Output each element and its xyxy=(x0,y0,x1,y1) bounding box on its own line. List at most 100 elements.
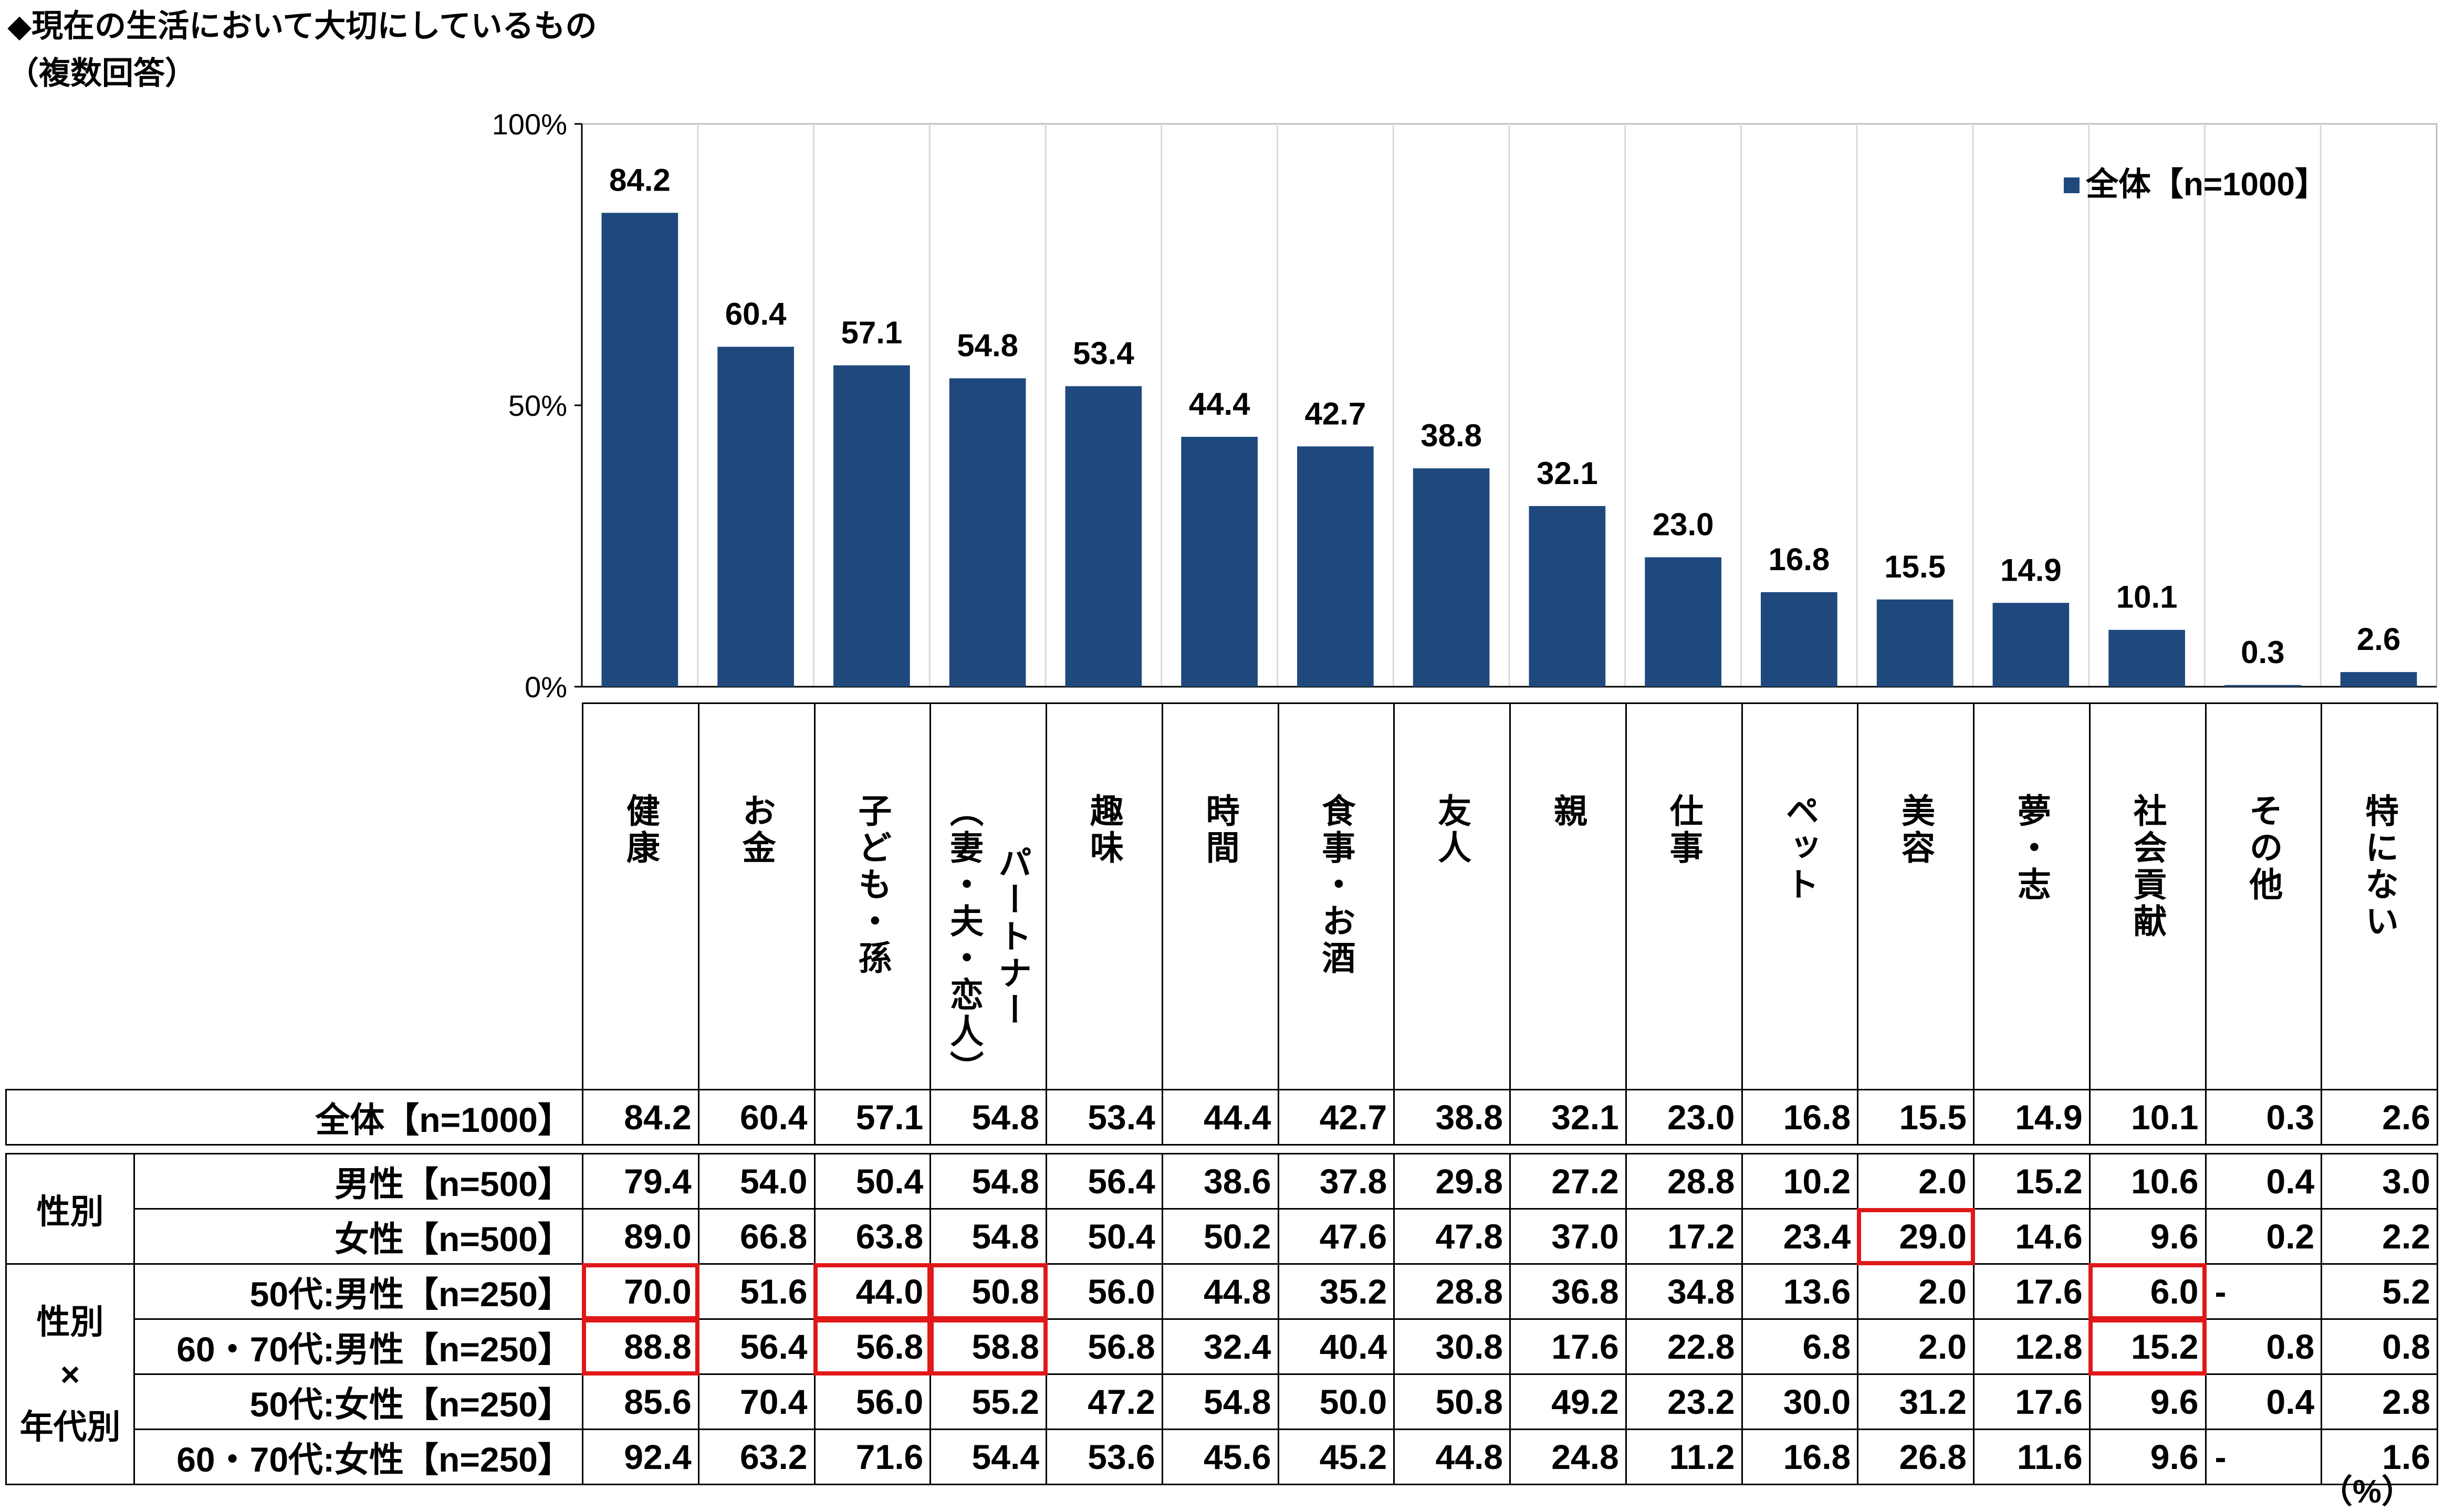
table-cell: 47.2 xyxy=(1046,1373,1163,1430)
table-cell: 0.3 xyxy=(2205,1089,2323,1146)
table-row: 全体【n=1000】 84.2 60.4 57.1 54.8 53.4 44.4 42.7 38… xyxy=(5,1089,2438,1146)
bar-10 xyxy=(1645,557,1721,687)
category-header: 仕事 xyxy=(1625,702,1743,1090)
data-label: 53.4 xyxy=(1073,336,1134,371)
table-cell: 14.9 xyxy=(1973,1089,2091,1146)
category-header: お金 xyxy=(697,702,816,1090)
table-cell: 34.8 xyxy=(1625,1263,1743,1320)
table-cell: 2.8 xyxy=(2321,1373,2438,1430)
table-cell: 45.6 xyxy=(1161,1429,1279,1485)
group-label-gender-age: 性別 × 年代別 xyxy=(5,1263,135,1485)
table-cell: 11.6 xyxy=(1973,1429,2091,1485)
table-cell: 10.6 xyxy=(2088,1153,2207,1210)
table-cell: 6.8 xyxy=(1741,1318,1859,1375)
table-cell: 0.8 xyxy=(2321,1318,2438,1375)
bar-1 xyxy=(601,213,678,687)
bar-13 xyxy=(1992,603,2070,687)
chart-subtitle: （複数回答） xyxy=(7,55,196,92)
group-label-line: 年代別 xyxy=(19,1408,121,1446)
table-cell: 70.4 xyxy=(697,1373,816,1430)
table-cell: 2.0 xyxy=(1857,1153,1975,1210)
category-header: パートナー（妻・夫・恋人） xyxy=(929,702,1047,1090)
table-cell: 63.8 xyxy=(813,1208,932,1265)
table-cell: 23.2 xyxy=(1625,1373,1743,1430)
table-cell: 32.1 xyxy=(1509,1089,1627,1146)
category-label: 夢・志 xyxy=(2012,793,2051,904)
category-label: その他 xyxy=(2244,793,2283,904)
row-label: 男性【n=500】 xyxy=(133,1153,583,1210)
chart-title: ◆現在の生活において大切にしているもの xyxy=(7,8,597,45)
table-cell: 3.0 xyxy=(2321,1153,2438,1210)
bar-7 xyxy=(1297,446,1374,687)
table-cell: 22.8 xyxy=(1625,1318,1743,1375)
table-cell: 27.2 xyxy=(1509,1153,1627,1210)
row-label: 50代:男性【n=250】 xyxy=(133,1263,583,1320)
category-header: 子ども・孫 xyxy=(813,702,932,1090)
table-cell: 30.0 xyxy=(1741,1373,1859,1430)
table-cell: 47.8 xyxy=(1393,1208,1511,1265)
group-label-line: 性別 xyxy=(36,1303,104,1341)
category-label: 美容 xyxy=(1897,793,1935,867)
table-cell: 79.4 xyxy=(582,1153,699,1210)
table-cell: 35.2 xyxy=(1277,1263,1395,1320)
table-cell: 55.2 xyxy=(929,1373,1047,1430)
category-label: 友人 xyxy=(1433,793,1471,867)
table-cell: 44.8 xyxy=(1161,1263,1279,1320)
table-cell: 9.6 xyxy=(2088,1208,2207,1265)
table-cell: 45.2 xyxy=(1277,1429,1395,1485)
bar-8 xyxy=(1413,468,1490,687)
bar-5 xyxy=(1065,386,1142,687)
table-cell: 15.2 xyxy=(2088,1318,2207,1376)
table-cell: 50.0 xyxy=(1277,1373,1395,1430)
bar-9 xyxy=(1529,506,1606,687)
data-label: 23.0 xyxy=(1653,507,1714,542)
category-header: その他 xyxy=(2205,702,2323,1090)
row-label: 全体【n=1000】 xyxy=(5,1089,583,1146)
bar-11 xyxy=(1761,592,1837,687)
table-cell: 17.6 xyxy=(1973,1373,2091,1430)
bar-14 xyxy=(2108,629,2185,687)
row-label: 60・70代:女性【n=250】 xyxy=(133,1429,583,1485)
table-row: 女性【n=500】 89.0 66.8 63.8 54.8 50.4 50.2 47.6 47.… xyxy=(6,1208,2438,1265)
table-cell: 37.0 xyxy=(1509,1208,1627,1265)
category-label: 健康 xyxy=(621,793,660,867)
table-cell: 10.2 xyxy=(1741,1153,1859,1210)
table-cell: 50.4 xyxy=(813,1153,932,1210)
table-cell: 17.6 xyxy=(1973,1263,2091,1320)
table-cell: 38.8 xyxy=(1393,1089,1511,1146)
table-cell: 54.0 xyxy=(697,1153,816,1210)
table-cell: 36.8 xyxy=(1509,1263,1627,1320)
table-row: 性別 男性【n=500】 79.4 54.0 50.4 54.8 56.4 38.6 37.8 2… xyxy=(5,1153,2438,1265)
table-cell: 54.8 xyxy=(929,1153,1047,1210)
table-cell: 14.6 xyxy=(1973,1208,2091,1265)
table-cell: 15.5 xyxy=(1857,1089,1975,1146)
table-cell: 29.8 xyxy=(1393,1153,1511,1210)
table-cell: 9.6 xyxy=(2088,1373,2207,1430)
table-cell: 28.8 xyxy=(1393,1263,1511,1320)
table-cell: 60.4 xyxy=(697,1089,816,1146)
category-label: 仕事 xyxy=(1665,793,1703,867)
table-cell: - xyxy=(2205,1263,2323,1320)
table-cell: 56.8 xyxy=(1046,1318,1163,1375)
table-cell: 56.4 xyxy=(697,1318,816,1375)
table-cell: 11.2 xyxy=(1625,1429,1743,1485)
table-cell: 17.6 xyxy=(1509,1318,1627,1375)
table-cell: 71.6 xyxy=(813,1429,932,1485)
category-header: 趣味 xyxy=(1046,702,1163,1090)
bar-12 xyxy=(1876,599,1953,687)
table-row: 性別 × 年代別 50代:男性【n=250】 70.0 51.6 44.0 50.8 56.0 4… xyxy=(5,1263,2438,1485)
data-label: 84.2 xyxy=(609,162,671,197)
table-cell: 54.4 xyxy=(929,1429,1047,1485)
table-row: 60・70代:女性【n=250】 92.4 63.2 71.6 54.4 53.6 45.6… xyxy=(6,1429,2438,1485)
table-cell: 89.0 xyxy=(582,1208,699,1265)
bar-16 xyxy=(2340,672,2417,687)
table-cell: 85.6 xyxy=(582,1373,699,1430)
legend-label: 全体【n=1000】 xyxy=(2085,166,2327,203)
table-cell: 6.0 xyxy=(2088,1263,2207,1320)
table-row: 60・70代:男性【n=250】 88.8 56.4 56.8 58.8 56.8 32.4… xyxy=(6,1318,2438,1376)
table-cell: 0.8 xyxy=(2205,1318,2323,1375)
table-cell: 13.6 xyxy=(1741,1263,1859,1320)
category-label: 親 xyxy=(1549,793,1587,830)
category-header: 夢・志 xyxy=(1973,702,2091,1090)
category-header: 社会貢献 xyxy=(2088,702,2207,1090)
